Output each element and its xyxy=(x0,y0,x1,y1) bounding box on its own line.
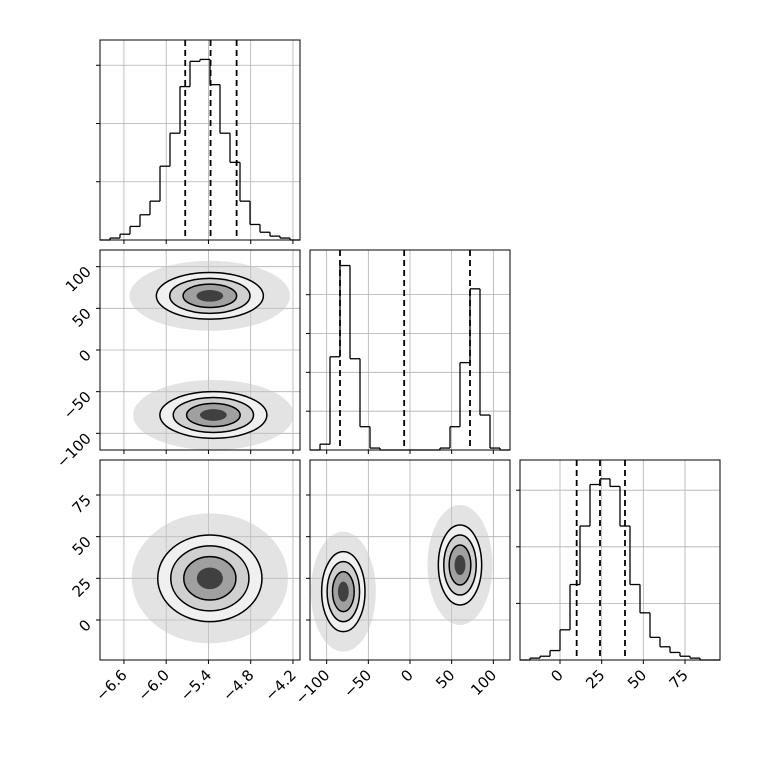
panel-frame xyxy=(99,39,301,241)
panel-frame xyxy=(309,459,511,661)
density-contour xyxy=(196,567,223,590)
density-contour xyxy=(200,409,227,421)
y-tick-label: 0 xyxy=(75,616,94,635)
y-tick-label: 100 xyxy=(62,263,95,296)
density-contour xyxy=(337,581,349,602)
panel-frame xyxy=(99,459,301,661)
y-tick-label: 25 xyxy=(69,574,95,600)
x-tick-label: −5.4 xyxy=(177,666,215,704)
x-tick-label: 0 xyxy=(397,666,416,685)
y-tick-label: 75 xyxy=(69,491,95,517)
x-tick-label: −4.8 xyxy=(219,666,257,704)
y-tick-label: 50 xyxy=(69,533,95,559)
panel-frame xyxy=(99,249,301,451)
y-tick-label: −50 xyxy=(60,388,95,423)
x-tick-label: −100 xyxy=(292,666,334,708)
x-tick-label: 0 xyxy=(547,666,566,685)
x-tick-label: −50 xyxy=(340,666,375,701)
panel-frame xyxy=(309,249,511,451)
density-contour xyxy=(196,290,224,302)
x-tick-label: −6.6 xyxy=(92,666,130,704)
y-tick-label: 50 xyxy=(69,304,95,330)
x-tick-label: 75 xyxy=(666,666,692,692)
density-contour xyxy=(454,555,466,575)
panel-frame xyxy=(519,459,721,661)
x-tick-label: 25 xyxy=(582,666,608,692)
y-tick-label: 0 xyxy=(75,346,94,365)
x-tick-label: 50 xyxy=(624,666,650,692)
x-tick-label: 50 xyxy=(432,666,458,692)
y-tick-label: −100 xyxy=(53,429,95,471)
x-tick-label: 100 xyxy=(467,666,500,699)
x-tick-label: −6.0 xyxy=(135,666,173,704)
